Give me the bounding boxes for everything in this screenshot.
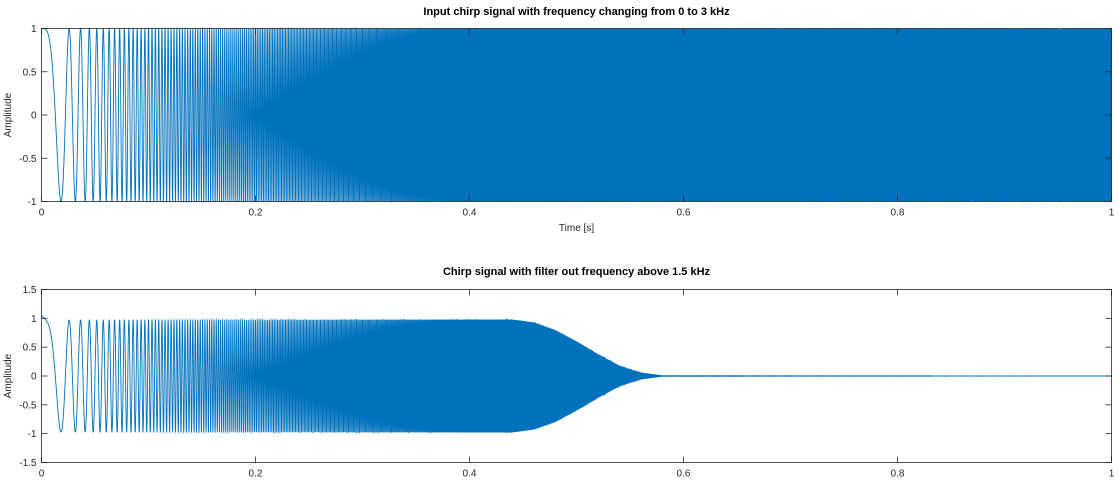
top-y-tick-label: -0.5 bbox=[19, 154, 37, 165]
top-signal-trace bbox=[41, 26, 1112, 204]
top-x-tick-label: 0.4 bbox=[463, 208, 477, 219]
bottom-axis-ticks: 0 0.2 0.4 0.6 0.8 1 -1.5 -1 -0.5 0 0.5 1 1.5 bbox=[19, 285, 1114, 480]
bottom-y-tick-label: 1 bbox=[31, 314, 37, 325]
bottom-chart-signal-line bbox=[41, 315, 1112, 435]
top-y-tick-label: 0 bbox=[31, 111, 37, 122]
bottom-chart-title: Chirp signal with filter out frequency a… bbox=[443, 266, 711, 278]
bottom-y-tick-label: -1.5 bbox=[19, 458, 37, 469]
bottom-y-tick-label: -1 bbox=[28, 429, 37, 440]
top-axis-ticks: 0 0.2 0.4 0.6 0.8 1 -1 -0.5 0 0.5 1 bbox=[19, 24, 1114, 219]
top-x-tick-label: 0.2 bbox=[249, 208, 263, 219]
bottom-x-tick-label: 0.4 bbox=[463, 469, 477, 480]
bottom-y-tick-label: 1.5 bbox=[23, 285, 37, 296]
bottom-subplot: Chirp signal with filter out frequency a… bbox=[3, 266, 1115, 480]
bottom-x-tick-label: 0.8 bbox=[891, 469, 905, 480]
bottom-x-tick-label: 0.2 bbox=[249, 469, 263, 480]
top-chart-title: Input chirp signal with frequency changi… bbox=[423, 6, 730, 18]
top-y-tick-label: 1 bbox=[31, 24, 37, 35]
top-x-tick-label: 0.8 bbox=[891, 208, 905, 219]
top-x-tick-label: 0 bbox=[39, 208, 45, 219]
top-chart-signal-line bbox=[41, 26, 1112, 204]
top-y-tick-label: -1 bbox=[28, 197, 37, 208]
bottom-signal-trace bbox=[41, 315, 1112, 435]
top-x-axis-label: Time [s] bbox=[559, 223, 594, 234]
bottom-y-tick-label: 0 bbox=[31, 372, 37, 383]
top-x-tick-label: 0.6 bbox=[677, 208, 691, 219]
bottom-x-tick-label: 1 bbox=[1109, 469, 1115, 480]
top-x-tick-label: 1 bbox=[1109, 208, 1115, 219]
top-y-tick-label: 0.5 bbox=[23, 67, 37, 78]
top-subplot: Input chirp signal with frequency changi… bbox=[3, 6, 1115, 234]
top-y-axis-label: Amplitude bbox=[3, 92, 14, 137]
bottom-x-tick-label: 0 bbox=[39, 469, 45, 480]
bottom-y-tick-label: 0.5 bbox=[23, 343, 37, 354]
bottom-y-axis-label: Amplitude bbox=[3, 353, 14, 398]
bottom-y-tick-label: -0.5 bbox=[19, 400, 37, 411]
bottom-x-tick-label: 0.6 bbox=[677, 469, 691, 480]
